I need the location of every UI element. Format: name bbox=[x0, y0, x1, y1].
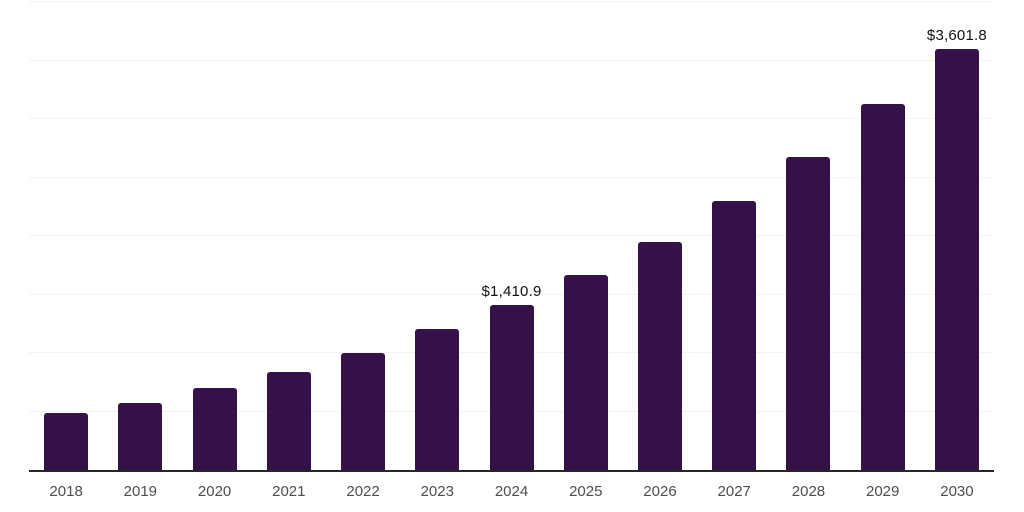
x-axis-label-2022: 2022 bbox=[346, 482, 380, 500]
bar-2019 bbox=[118, 403, 163, 470]
bar-slot-2024: $1,410.9 bbox=[474, 2, 548, 470]
x-axis-label-2023: 2023 bbox=[420, 482, 454, 500]
bar-2026 bbox=[637, 241, 682, 470]
x-axis-label-2024: 2024 bbox=[494, 482, 529, 500]
bar-slot-2029 bbox=[846, 2, 920, 470]
bar-slot-2018 bbox=[29, 2, 103, 470]
bar-2029 bbox=[860, 104, 905, 470]
gridline-1500 bbox=[29, 293, 994, 295]
x-axis-label-2030: 2030 bbox=[940, 482, 974, 500]
gridline-4000 bbox=[29, 1, 994, 2]
bar-2020 bbox=[192, 388, 237, 470]
bar-2030: $3,601.8 bbox=[927, 27, 987, 470]
bar-slot-2021 bbox=[252, 2, 326, 470]
gridline-2500 bbox=[29, 176, 994, 178]
bar-slot-2030: $3,601.8 bbox=[920, 2, 994, 470]
bar-2027 bbox=[712, 201, 757, 470]
value-label-2024: $1,410.9 bbox=[481, 282, 542, 300]
bar-slot-2019 bbox=[103, 2, 177, 470]
x-axis-label-2019: 2019 bbox=[123, 482, 158, 500]
bars-row: $1,410.9 $3,601.8 bbox=[29, 2, 994, 470]
plot-area: $1,410.9 $3,601.8 bbox=[29, 1, 994, 472]
x-axis-label-2021: 2021 bbox=[272, 482, 306, 500]
bar-slot-2020 bbox=[177, 2, 251, 470]
x-axis: 2018 2019 2020 2021 2022 2023 2024 2025 2026 2027… bbox=[29, 474, 994, 508]
x-axis-label-2020: 2020 bbox=[197, 482, 232, 500]
x-axis-label-2025: 2025 bbox=[569, 482, 603, 500]
bar-slot-2025 bbox=[549, 2, 623, 470]
bar-slot-2028 bbox=[771, 2, 845, 470]
bar-2025 bbox=[563, 275, 608, 470]
bar-2018 bbox=[44, 413, 89, 470]
x-axis-label-2029: 2029 bbox=[866, 482, 900, 500]
bar-slot-2022 bbox=[326, 2, 400, 470]
value-label-2030: $3,601.8 bbox=[926, 26, 987, 44]
gridline-2000 bbox=[29, 235, 994, 236]
gridline-3000 bbox=[29, 118, 994, 119]
bar-2022 bbox=[341, 352, 386, 470]
bar-2024: $1,410.9 bbox=[482, 283, 541, 470]
bar-2023 bbox=[415, 329, 460, 470]
x-axis-label-2027: 2027 bbox=[717, 482, 751, 500]
bar-2021 bbox=[266, 372, 311, 470]
x-axis-label-2028: 2028 bbox=[791, 482, 826, 500]
bar-slot-2026 bbox=[623, 2, 697, 470]
bar-2028 bbox=[786, 157, 831, 470]
gridline-3500 bbox=[29, 59, 994, 61]
x-axis-label-2026: 2026 bbox=[643, 482, 677, 500]
x-axis-label-2018: 2018 bbox=[49, 482, 83, 500]
bar-slot-2027 bbox=[697, 2, 771, 470]
bar-slot-2023 bbox=[400, 2, 474, 470]
